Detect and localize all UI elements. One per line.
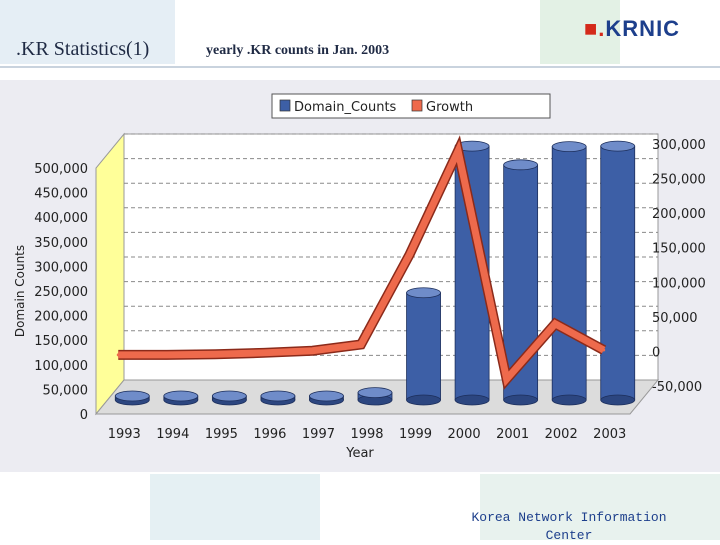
bar-cap (309, 390, 344, 402)
bar-base (503, 394, 539, 406)
header-decoration-right (540, 0, 620, 64)
bar-cap (600, 140, 636, 152)
bar-domain-counts (600, 140, 636, 406)
krnic-logo: ■.KRNIC (584, 16, 680, 42)
y-axis-tick-label: 450,000 (34, 187, 88, 202)
bar-cap (503, 159, 539, 171)
growth-point (408, 253, 412, 257)
x-axis-title: Year (345, 446, 374, 461)
growth-point (553, 322, 557, 326)
y2-axis-tick-label: 300,000 (652, 138, 706, 153)
x-axis-tick-label: 2001 (496, 427, 529, 442)
footer-decoration-left (150, 474, 320, 540)
legend-swatch (411, 99, 423, 112)
x-axis-tick-label: 1998 (350, 427, 383, 442)
x-axis-tick-label: 1996 (253, 427, 286, 442)
bar-base (454, 394, 490, 406)
bar-cap (163, 390, 199, 402)
bar-cap (114, 390, 150, 402)
x-axis-tick-label: 1997 (302, 427, 335, 442)
growth-point (456, 149, 460, 153)
legend-label: Domain_Counts (294, 100, 397, 115)
x-axis-tick-label: 2003 (593, 427, 626, 442)
bar-cap (357, 387, 393, 399)
y-axis-tick-label: 150,000 (34, 334, 88, 349)
y2-axis-tick-label: -50,000 (652, 380, 702, 395)
growth-point (165, 353, 169, 357)
y2-axis-tick-label: 150,000 (652, 242, 706, 257)
x-axis-tick-label: 1993 (108, 427, 141, 442)
x-axis-tick-label: 1995 (205, 427, 238, 442)
domain-counts-chart: 0 50,000 100,000 150,000 200,000 250,000 300,0… (13, 93, 706, 461)
bar-body (406, 292, 441, 401)
y2-axis-tick-label: 50,000 (652, 311, 698, 326)
bar-cap (260, 390, 296, 402)
legend-label: Growth (426, 100, 473, 115)
y-axis-tick-label: 400,000 (34, 211, 88, 226)
header-divider (0, 66, 720, 68)
growth-point (262, 351, 266, 355)
logo-mark: ■. (584, 16, 606, 41)
bar-base (600, 394, 636, 406)
bar-domain-counts (406, 287, 441, 406)
page-subtitle: yearly .KR counts in Jan. 2003 (206, 43, 390, 58)
logo-text: KRNIC (605, 16, 681, 41)
x-axis-tick-label: 2002 (545, 427, 578, 442)
bar-domain-counts (309, 390, 344, 406)
bar-domain-counts (211, 390, 247, 406)
bar-domain-counts (260, 390, 296, 406)
footer-organization: Korea Network Information Center (471, 510, 667, 543)
header-decoration-left (0, 0, 175, 64)
growth-point (359, 343, 363, 347)
bar-body (551, 146, 587, 401)
bar-base (551, 394, 587, 406)
bar-domain-counts (163, 390, 199, 406)
y-axis-tick-label: 50,000 (43, 383, 89, 398)
bar-cap (406, 287, 441, 299)
bar-cap (551, 141, 587, 153)
growth-point (505, 377, 509, 381)
chart-panel: 0 50,000 100,000 150,000 200,000 250,000 300,0… (0, 80, 720, 472)
y-axis-tick-label: 250,000 (34, 285, 88, 300)
y-axis-tick-label: 300,000 (34, 260, 88, 275)
bar-domain-counts (357, 387, 393, 406)
legend-swatch (279, 99, 291, 112)
y2-axis-tick-label: 200,000 (652, 207, 706, 222)
y2-axis-tick-label: 100,000 (652, 276, 706, 291)
growth-point (602, 348, 606, 352)
y-axis-tick-label: 0 (80, 408, 88, 423)
y2-axis-tick-label: 0 (652, 345, 660, 360)
bar-body (600, 145, 636, 401)
y-axis-tick-label: 350,000 (34, 236, 88, 251)
page-title: .KR Statistics(1) (16, 38, 150, 60)
x-axis-tick-label: 1994 (156, 427, 189, 442)
chart-side-wall (95, 132, 125, 416)
x-axis-tick-label: 1999 (399, 427, 432, 442)
bar-domain-counts (551, 141, 587, 406)
bar-domain-counts (114, 390, 150, 406)
footer-decoration-right (480, 474, 720, 540)
y-axis-tick-label: 500,000 (34, 162, 88, 177)
y-axis-title: Domain Counts (13, 245, 27, 337)
x-axis-tick-label: 2000 (448, 427, 481, 442)
growth-point (116, 353, 120, 357)
bar-cap (211, 390, 247, 402)
y-axis-tick-label: 100,000 (34, 359, 88, 374)
growth-point (213, 352, 217, 356)
legend-box (271, 93, 551, 119)
y2-axis-tick-label: 250,000 (652, 173, 706, 188)
bar-base (406, 394, 441, 406)
growth-point (310, 349, 314, 353)
y-axis-tick-label: 200,000 (34, 310, 88, 325)
